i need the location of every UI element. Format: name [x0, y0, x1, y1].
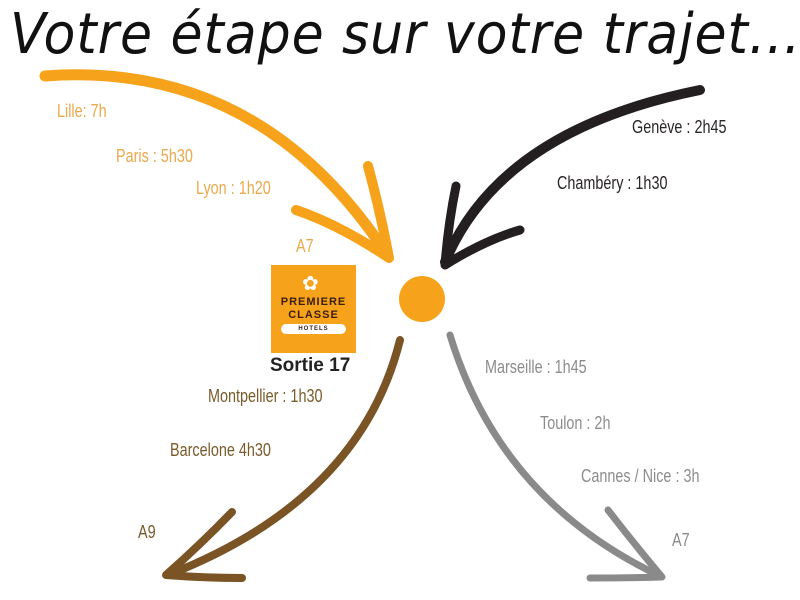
road-label: A7: [296, 236, 314, 256]
logo-line: CLASSE: [288, 309, 339, 321]
road-label: A7: [672, 530, 690, 550]
route-label: Marseille : 1h45: [485, 357, 587, 377]
southwest-arrow: [164, 336, 404, 579]
logo-line: PREMIERE: [280, 296, 347, 308]
route-label: Cannes / Nice : 3h: [581, 466, 700, 486]
route-label: Toulon : 2h: [540, 413, 611, 433]
road-label: A9: [138, 522, 156, 542]
north-arrow: [39, 69, 394, 262]
route-label: Lille: 7h: [57, 101, 107, 121]
page-title: Votre étape sur votre trajet...: [10, 2, 800, 67]
east-arrowhead: [440, 181, 525, 270]
route-label: Barcelone 4h30: [170, 440, 271, 460]
route-label: Genève : 2h45: [632, 117, 727, 137]
exit-label: Sortie 17: [270, 355, 351, 376]
flower-icon: ✿: [302, 273, 319, 295]
southeast-arrowhead: [586, 506, 666, 582]
hub-dot: [399, 276, 445, 322]
southwest-arrowhead: [162, 508, 246, 582]
logo-line: HOTELS: [281, 324, 346, 334]
north-arrowhead: [291, 161, 394, 263]
southeast-arrow: [446, 331, 664, 580]
east-arrow: [440, 85, 705, 267]
route-label: Lyon : 1h20: [196, 178, 271, 198]
hotel-logo: ✿ PREMIERE CLASSE HOTELS: [271, 265, 356, 353]
route-label: Montpellier : 1h30: [208, 386, 323, 406]
route-label: Paris : 5h30: [116, 146, 193, 166]
route-label: Chambéry : 1h30: [557, 173, 668, 193]
